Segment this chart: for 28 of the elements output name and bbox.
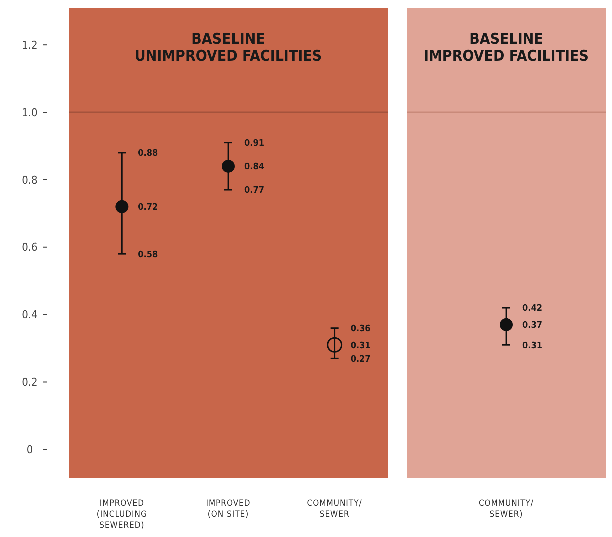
y-tick-label: 1.2 [22,38,38,52]
annotation: 0.31 [522,341,543,352]
point [327,337,343,353]
data-label: 0.37 [522,321,542,332]
y-tick-label: 0.4 [22,308,38,322]
y-tick-label: 0.8 [22,174,38,187]
y-tick-label: 0.2 [22,376,38,390]
annotation: 0.77 [244,186,264,196]
y-tick-label: 0.6 [22,241,38,254]
x-tick-label: COMMUNITY/ SEWER [307,499,362,520]
data-label: 0.31 [350,341,372,352]
x-tick-label: IMPROVED (ON SITE) [206,499,251,520]
annotation: 0.58 [138,250,159,260]
point [116,200,129,214]
y-tick-label: 0 [26,444,34,457]
annotation: 0.88 [138,149,159,160]
annotation: 0.91 [244,139,265,150]
x-tick-label: COMMUNITY/ SEWER) [478,499,534,520]
annotation: 0.27 [350,354,371,365]
y-tick-label: 1.0 [22,106,38,120]
data-label: 0.72 [138,203,158,214]
text: BASELINE UNIMPROVED FACILITIES [134,30,322,65]
data-label: 0.84 [244,162,265,173]
annotation: 0.36 [350,324,372,334]
x-tick-label: IMPROVED (INCLUDING SEWERED) [96,499,148,531]
annotation: 0.42 [522,304,542,314]
point [222,160,235,173]
text: BASELINE IMPROVED FACILITIES [424,30,590,65]
